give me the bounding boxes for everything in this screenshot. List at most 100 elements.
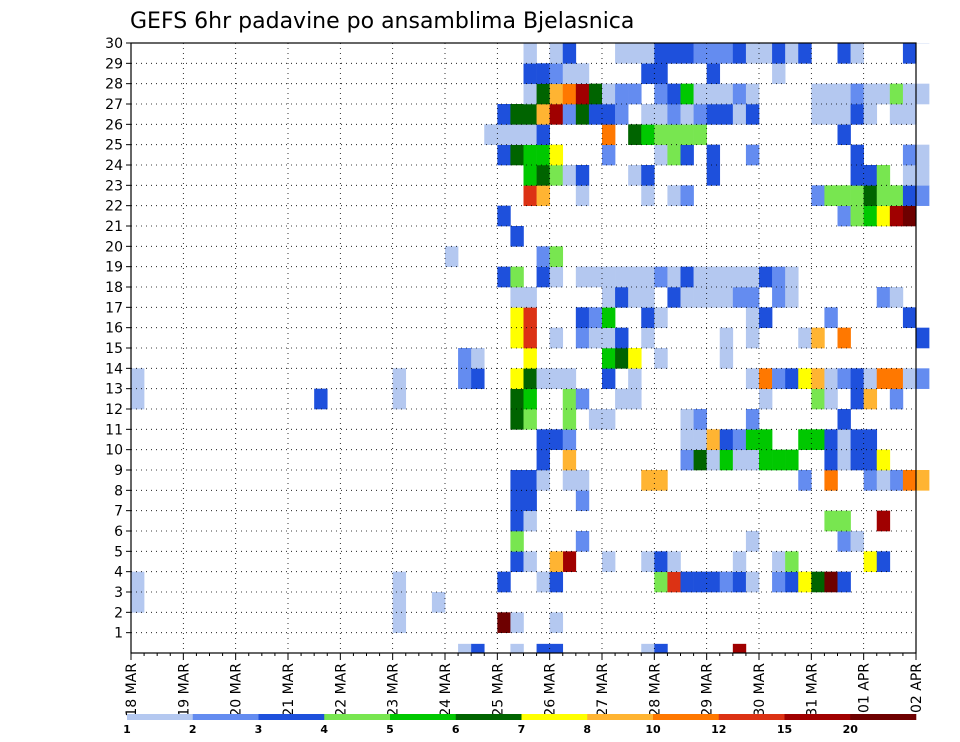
x-tick-label: 31 MAR	[804, 663, 820, 717]
y-tick-label: 17	[105, 300, 123, 316]
heatmap-cell	[785, 571, 799, 593]
heatmap-cell	[615, 287, 629, 308]
y-tick-label: 16	[105, 321, 123, 337]
heatmap-cell	[575, 307, 590, 328]
heatmap-cell	[641, 551, 655, 572]
heatmap-cell	[850, 205, 864, 227]
heatmap-cell	[549, 266, 564, 288]
heatmap-cell	[549, 571, 564, 593]
heatmap-cell	[785, 449, 799, 471]
heatmap-cell	[902, 368, 917, 389]
heatmap-cell	[575, 490, 590, 511]
heatmap-cell	[732, 449, 747, 471]
heatmap-cell	[837, 531, 851, 552]
heatmap-cell	[745, 327, 760, 349]
heatmap-cell	[902, 470, 917, 491]
heatmap-cell	[641, 124, 655, 145]
heatmap-cell	[575, 388, 590, 410]
heatmap-cell	[863, 449, 878, 471]
heatmap-cell	[654, 571, 668, 593]
heatmap-cell	[732, 429, 747, 450]
heatmap-cell	[549, 43, 564, 64]
heatmap-cell	[772, 551, 786, 572]
heatmap-cell	[562, 83, 577, 105]
heatmap-cell	[562, 429, 577, 450]
heatmap-cell	[510, 490, 524, 511]
heatmap-cell	[850, 83, 864, 105]
heatmap-cell	[431, 592, 446, 613]
heatmap-cell	[889, 205, 904, 227]
heatmap-cell	[458, 348, 472, 369]
heatmap-cell	[876, 449, 891, 471]
heatmap-cell	[536, 124, 550, 145]
heatmap-cell	[575, 165, 590, 186]
heatmap-cell	[719, 449, 734, 471]
heatmap-cell	[667, 571, 681, 593]
heatmap-cell	[824, 185, 838, 206]
heatmap-cell	[902, 104, 917, 125]
heatmap-cell	[916, 144, 930, 166]
heatmap-cell	[497, 266, 511, 288]
y-tick-label: 5	[114, 544, 123, 560]
grid-lines	[131, 43, 916, 653]
heatmap-cell	[850, 531, 864, 552]
heatmap-cell	[772, 63, 786, 84]
legend-label: 20	[843, 723, 859, 736]
y-tick-label: 28	[105, 77, 123, 93]
heatmap-cell	[510, 368, 524, 389]
heatmap-cell	[654, 63, 668, 84]
heatmap-cell	[615, 83, 629, 105]
heatmap-cell	[523, 348, 537, 369]
heatmap-cell	[811, 368, 825, 389]
heatmap-cell	[510, 612, 524, 633]
heatmap-cell	[798, 327, 812, 349]
heatmap-cell	[575, 63, 590, 84]
heatmap-cell	[575, 185, 590, 206]
legend-label: 4	[320, 723, 328, 736]
y-tick-label: 9	[114, 463, 123, 479]
heatmap-cell	[549, 368, 564, 389]
heatmap-cell	[876, 83, 891, 105]
heatmap-cell	[889, 83, 904, 105]
x-tick-label: 23 MAR	[386, 663, 402, 717]
heatmap-cell	[837, 43, 851, 64]
heatmap-cell	[916, 165, 930, 186]
heatmap-cell	[654, 551, 668, 572]
heatmap-cell	[641, 327, 655, 349]
heatmap-cell	[824, 83, 838, 105]
heatmap-cell	[536, 185, 550, 206]
heatmap-cell	[772, 43, 786, 64]
heatmap-cell	[706, 165, 721, 186]
heatmap-cell	[615, 388, 629, 410]
heatmap-cell	[706, 429, 721, 450]
heatmap-cell	[837, 124, 851, 145]
x-tick-label: 27 MAR	[595, 663, 611, 717]
y-tick-label: 29	[105, 56, 123, 72]
heatmap-cell	[628, 388, 642, 410]
heatmap-cell	[602, 83, 616, 105]
heatmap-cell	[745, 449, 760, 471]
heatmap-cell	[824, 104, 838, 125]
heatmap-cell	[863, 470, 878, 491]
heatmap-cell	[536, 470, 550, 491]
heatmap-cell	[745, 144, 760, 166]
heatmap-cell	[745, 409, 760, 430]
heatmap-cell	[876, 205, 891, 227]
legend-color-swatch	[455, 714, 522, 720]
x-tick-label: 26 MAR	[543, 663, 559, 717]
heatmap-cell	[706, 287, 721, 308]
y-tick-label: 22	[105, 199, 123, 215]
heatmap-cell	[732, 266, 747, 288]
heatmap-cell	[902, 144, 917, 166]
heatmap-cell	[667, 551, 681, 572]
legend-color-swatch	[127, 714, 194, 720]
heatmap-cell	[628, 287, 642, 308]
heatmap-cell	[824, 571, 838, 593]
heatmap-cell	[562, 63, 577, 84]
heatmap-cell	[392, 368, 407, 389]
heatmap-cell	[693, 429, 707, 450]
heatmap-cell	[131, 571, 145, 593]
heatmap-cell	[523, 165, 537, 186]
legend-label: 15	[777, 723, 792, 736]
